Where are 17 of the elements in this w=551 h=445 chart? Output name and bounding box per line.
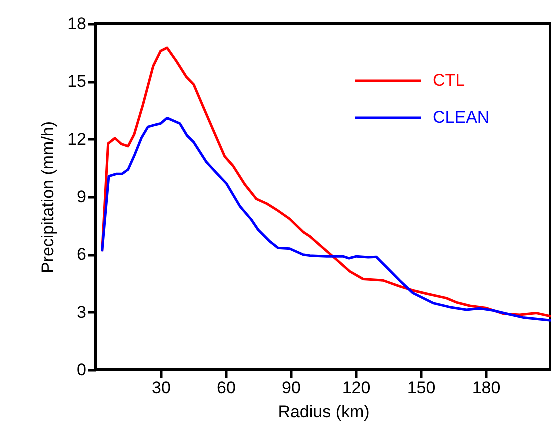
y-tick-label: 9	[77, 188, 86, 206]
y-tick-label: 12	[68, 130, 86, 149]
y-tick-label: 0	[77, 360, 86, 380]
legend-label: CTL	[433, 71, 466, 90]
y-tick-label: 6	[77, 245, 86, 264]
x-tick-label: 150	[407, 378, 436, 398]
y-axis-title: Precipitation (mm/h)	[38, 121, 58, 274]
y-tick-label: 3	[77, 302, 86, 322]
y-tick-label: 15	[68, 72, 86, 92]
x-tick-label: 120	[342, 378, 371, 398]
y-tick-label: 18	[68, 14, 86, 34]
x-tick-label: 30	[152, 378, 171, 398]
x-tick-label: 90	[282, 378, 301, 398]
x-axis-title: Radius (km)	[278, 402, 370, 422]
legend-label: CLEAN	[433, 108, 490, 127]
x-tick-label: 180	[472, 378, 501, 398]
x-tick-label: 60	[217, 378, 236, 398]
